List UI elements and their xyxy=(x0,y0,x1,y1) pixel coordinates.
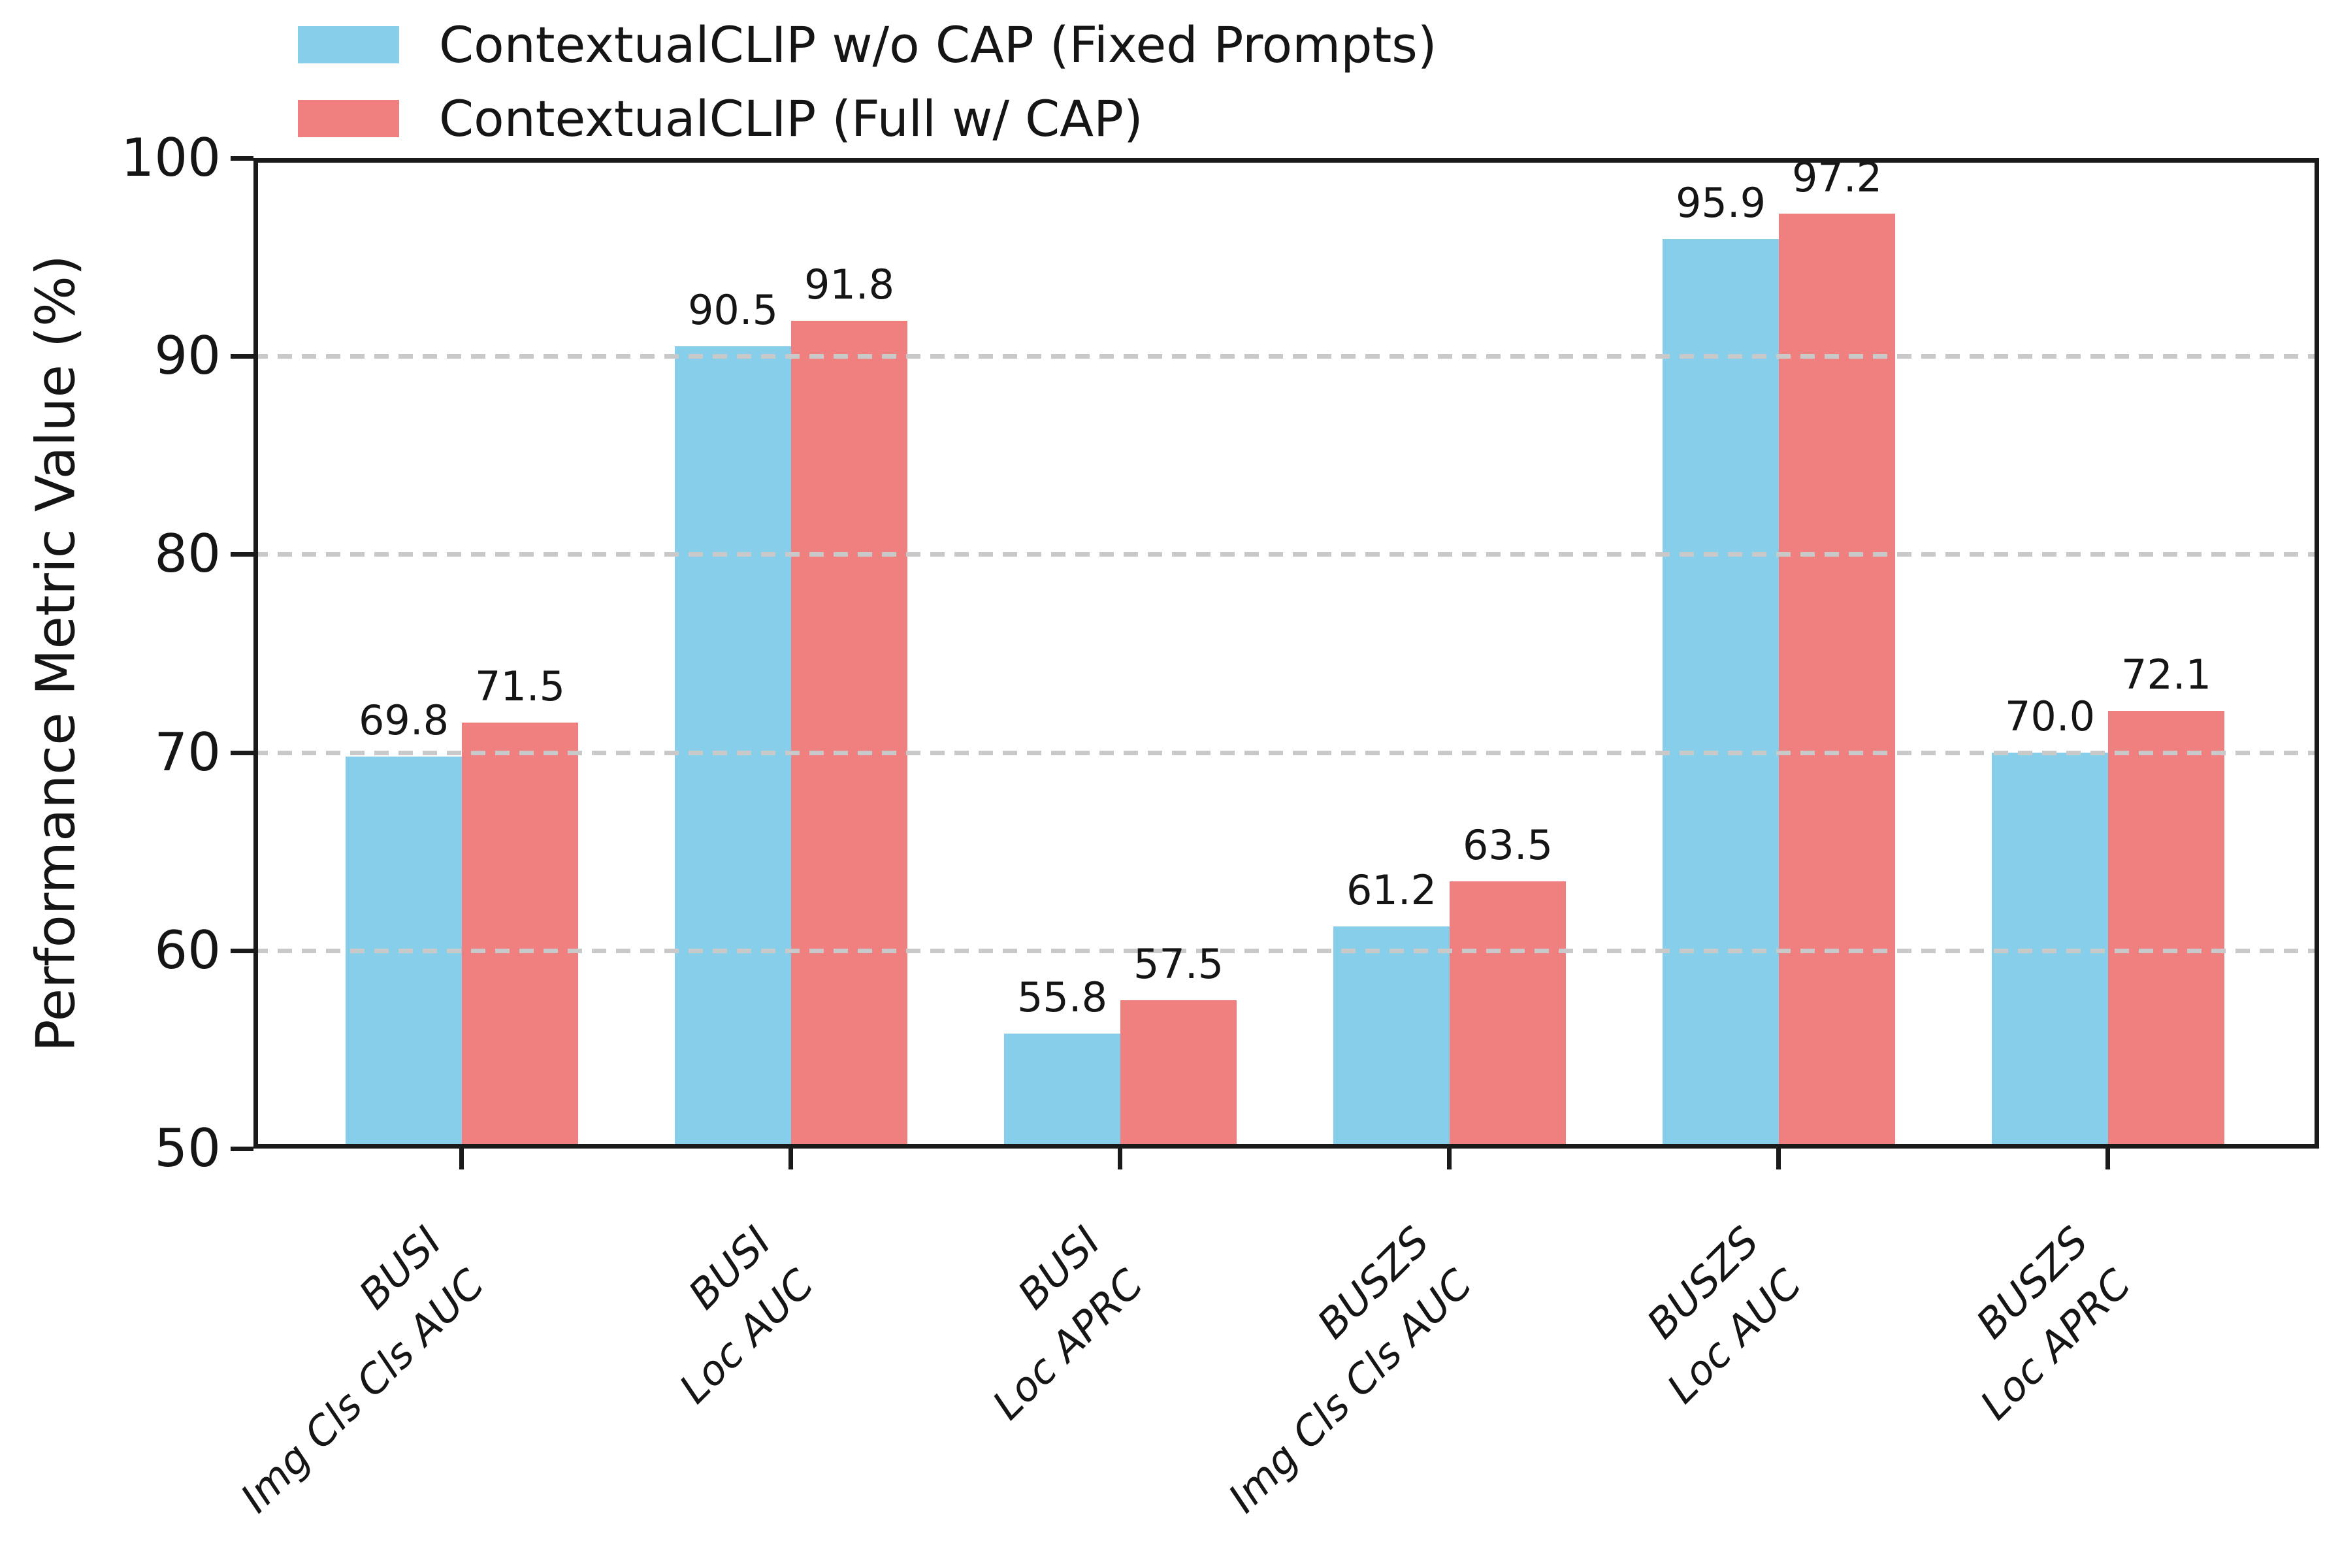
spine-top xyxy=(253,158,2319,163)
x-tick-group5 xyxy=(1776,1149,1781,1169)
x-tick-label-group3: BUSI Loc APRC xyxy=(983,1217,1152,1429)
x-tick-label-group5: BUSZS Loc AUC xyxy=(1637,1217,1811,1413)
bar-value-label: 97.2 xyxy=(1791,153,1883,201)
bar-series1-group5 xyxy=(1663,239,1779,1149)
y-tick-60 xyxy=(231,948,253,953)
legend: ContextualCLIP w/o CAP (Fixed Prompts) C… xyxy=(298,16,1437,174)
bar-series1-group4 xyxy=(1333,926,1450,1149)
y-tick-label-90: 90 xyxy=(154,325,221,387)
bar-series1-group2 xyxy=(675,346,791,1149)
bar-value-label: 69.8 xyxy=(358,696,449,744)
y-tick-100 xyxy=(231,156,253,161)
gridline-60 xyxy=(253,948,2319,953)
bar-series1-group3 xyxy=(1004,1034,1120,1149)
x-tick-group1 xyxy=(459,1149,464,1169)
y-tick-label-50: 50 xyxy=(154,1118,221,1179)
bar-value-label: 95.9 xyxy=(1675,179,1766,227)
y-tick-90 xyxy=(231,354,253,359)
gridline-90 xyxy=(253,354,2319,359)
y-tick-label-100: 100 xyxy=(121,127,221,188)
bar-value-label: 91.8 xyxy=(804,260,895,308)
bar-value-label: 90.5 xyxy=(687,286,779,335)
x-tick-group4 xyxy=(1447,1149,1452,1169)
y-tick-label-70: 70 xyxy=(154,721,221,783)
y-tick-70 xyxy=(231,750,253,755)
spine-bottom xyxy=(253,1144,2319,1149)
legend-label-series1: ContextualCLIP w/o CAP (Fixed Prompts) xyxy=(439,16,1437,74)
bar-value-label: 57.5 xyxy=(1133,939,1224,988)
legend-item-series2: ContextualCLIP (Full w/ CAP) xyxy=(298,90,1437,148)
bar-value-label: 71.5 xyxy=(474,662,566,711)
gridline-70 xyxy=(253,750,2319,755)
plot-area: 69.8 90.5 55.8 61.2 95.9 70.0 71.5 91.8 57.5 63.5… xyxy=(121,129,2319,1522)
bar-value-label: 61.2 xyxy=(1346,866,1437,915)
x-tick-group2 xyxy=(788,1149,793,1169)
legend-label-series2: ContextualCLIP (Full w/ CAP) xyxy=(439,90,1143,148)
bar-value-label: 63.5 xyxy=(1462,821,1553,869)
bar-value-label: 72.1 xyxy=(2121,650,2212,698)
legend-swatch-red xyxy=(298,100,399,137)
y-tick-80 xyxy=(231,552,253,557)
y-tick-50 xyxy=(231,1147,253,1151)
x-tick-group3 xyxy=(1118,1149,1122,1169)
y-tick-label-80: 80 xyxy=(154,523,221,585)
bar-series2-group6 xyxy=(2108,710,2224,1149)
bar-series2-group3 xyxy=(1120,1000,1237,1149)
x-tick-label-group6: BUSZS Loc APRC xyxy=(1966,1217,2140,1429)
legend-swatch-blue xyxy=(298,26,399,63)
x-tick-label-group4: BUSZS Img Cls Cls AUC xyxy=(1219,1217,1482,1522)
y-tick-label-60: 60 xyxy=(154,919,221,981)
bar-value-label: 70.0 xyxy=(2004,692,2096,740)
spine-right xyxy=(2315,158,2319,1149)
x-tick-label-group1: BUSI Img Cls Cls AUC xyxy=(231,1217,494,1522)
x-tick-group6 xyxy=(2105,1149,2110,1169)
bar-series2-group5 xyxy=(1779,213,1895,1149)
bar-series2-group2 xyxy=(791,320,907,1149)
bar-series2-group4 xyxy=(1450,881,1566,1149)
bar-value-label: 55.8 xyxy=(1016,973,1108,1022)
spine-left xyxy=(253,158,258,1149)
gridline-80 xyxy=(253,552,2319,557)
bar-series2-group1 xyxy=(462,723,578,1149)
x-tick-label-group2: BUSI Loc AUC xyxy=(670,1217,823,1413)
legend-item-series1: ContextualCLIP w/o CAP (Fixed Prompts) xyxy=(298,16,1437,74)
